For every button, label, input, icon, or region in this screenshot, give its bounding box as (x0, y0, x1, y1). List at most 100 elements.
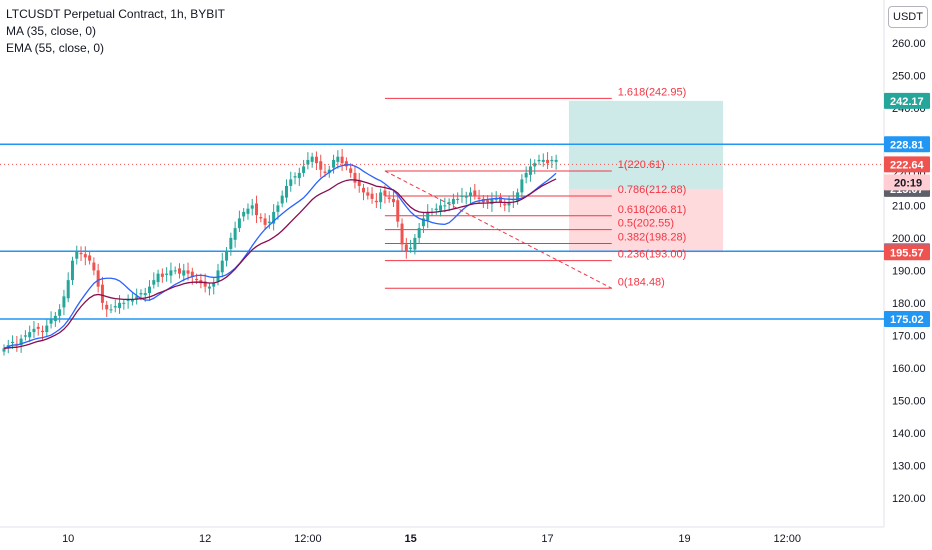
candle-body (439, 205, 443, 211)
candle-body (259, 217, 263, 219)
candle-body (293, 176, 297, 178)
fib-level-label: 0.5(202.55) (618, 218, 674, 230)
price-tick-label: 250.00 (892, 70, 926, 82)
fib-level-label: 1(220.61) (618, 159, 665, 171)
candle-body (216, 270, 220, 282)
legend-ema[interactable]: EMA (55, close, 0) (6, 41, 105, 55)
time-tick-label: 10 (62, 533, 74, 545)
candle-body (113, 306, 117, 308)
candle-body (263, 218, 267, 225)
candle-body (537, 159, 541, 162)
candle-body (53, 315, 57, 322)
candle-body (41, 330, 45, 333)
candle-body (383, 190, 387, 196)
candle-body (460, 195, 464, 197)
candle-body (130, 299, 134, 302)
fib-level-label: 0.786(212.88) (618, 184, 687, 196)
fib-level-label: 0.236(193.00) (618, 249, 687, 261)
candle-body (550, 159, 554, 162)
candle-body (148, 286, 152, 294)
candle-body (344, 161, 348, 167)
candle-body (105, 304, 109, 310)
candle-body (58, 309, 62, 316)
candle-body (118, 302, 122, 309)
legend-ma[interactable]: MA (35, close, 0) (6, 24, 97, 38)
price-tick-label: 120.00 (892, 493, 926, 505)
candle-body (83, 254, 87, 258)
candle-body (229, 237, 233, 249)
candle-body (289, 179, 293, 186)
candle-body (426, 211, 430, 221)
candle-body (302, 166, 306, 173)
candle-body (242, 211, 246, 217)
candle-body (400, 223, 404, 245)
candle-body (327, 169, 331, 173)
price-badge (884, 244, 930, 261)
time-tick-label: 12:00 (773, 533, 801, 545)
candle-body (349, 168, 353, 173)
legend-symbol[interactable]: LTCUSDT Perpetual Contract, 1h, BYBIT (6, 7, 225, 21)
candle-body (280, 195, 284, 204)
price-tick-label: 210.00 (892, 200, 926, 212)
candle-body (323, 171, 327, 173)
candle-body (70, 260, 74, 281)
chart-legend: LTCUSDT Perpetual Contract, 1h, BYBIT MA… (6, 6, 225, 57)
candle-body (250, 205, 254, 209)
candle-body (233, 228, 237, 240)
candle-body (357, 180, 361, 186)
candle-body (276, 205, 280, 212)
candle-body (182, 270, 186, 276)
price-badge (884, 92, 930, 109)
fib-trend-line (384, 170, 612, 289)
candle-body (19, 338, 23, 346)
price-badge (884, 156, 930, 173)
candle-body (173, 270, 177, 272)
candle-body (160, 273, 164, 277)
candle-body (203, 281, 207, 287)
candle-body (156, 273, 160, 283)
candle-body (306, 159, 310, 165)
candle-body (165, 273, 169, 275)
candle-body (387, 197, 391, 199)
candle-body (310, 156, 314, 162)
candle-body (546, 159, 550, 164)
countdown-badge (884, 174, 930, 191)
price-tick-label: 170.00 (892, 330, 926, 342)
candle-body (456, 198, 460, 200)
price-tick-label: 130.00 (892, 460, 926, 472)
candle-body (267, 221, 271, 223)
candle-body (404, 244, 408, 251)
candle-body (152, 280, 156, 285)
candle-body (520, 179, 524, 193)
candle-body (494, 198, 498, 200)
candle-body (23, 335, 27, 337)
price-tick-label: 160.00 (892, 363, 926, 375)
candle-body (319, 161, 323, 170)
price-tick-label: 180.00 (892, 298, 926, 310)
candle-body (88, 255, 92, 261)
candle-body (100, 284, 104, 303)
candle-body (190, 271, 194, 277)
price-tick-label: 140.00 (892, 428, 926, 440)
stop-zone (568, 188, 724, 253)
candle-body (92, 262, 96, 271)
candle-body (366, 192, 370, 196)
time-tick-label: 19 (678, 533, 690, 545)
candle-body (109, 309, 113, 311)
time-tick-label: 12 (199, 533, 211, 545)
candle-body (554, 159, 558, 162)
candle-body (255, 203, 259, 216)
candle-body (195, 278, 199, 281)
candle-body (473, 190, 477, 196)
fib-level-label: 1.618(242.95) (618, 86, 687, 98)
candle-body (353, 172, 357, 183)
price-tick-label: 190.00 (892, 265, 926, 277)
candle-body (516, 192, 520, 201)
time-tick-label: 12:00 (294, 533, 322, 545)
candles (2, 148, 558, 356)
currency-button[interactable]: USDT (888, 6, 928, 28)
candle-body (391, 198, 395, 203)
countdown-label: 20:19 (894, 177, 922, 189)
candle-body (533, 163, 537, 167)
